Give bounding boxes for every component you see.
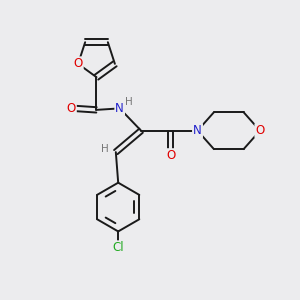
- Text: O: O: [255, 124, 265, 137]
- Text: N: N: [115, 102, 124, 115]
- Text: O: O: [67, 102, 76, 115]
- Text: O: O: [74, 57, 83, 70]
- Text: O: O: [166, 149, 176, 162]
- Text: H: H: [125, 97, 133, 107]
- Text: N: N: [193, 124, 202, 137]
- Text: Cl: Cl: [112, 241, 124, 254]
- Text: N: N: [193, 124, 202, 137]
- Text: H: H: [101, 143, 108, 154]
